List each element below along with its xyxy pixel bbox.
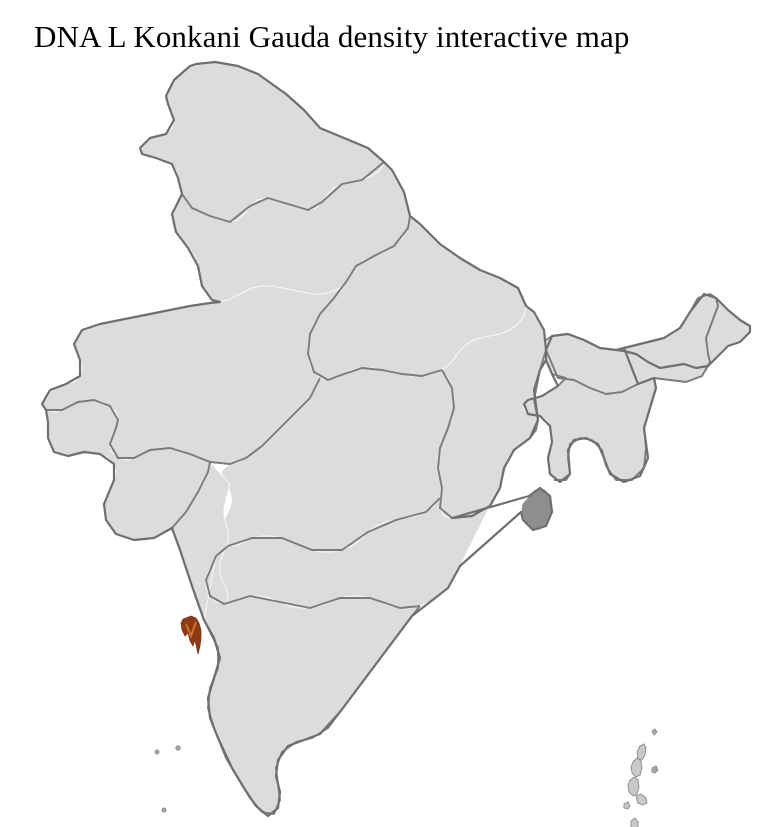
page-title: DNA L Konkani Gauda density interactive …	[34, 19, 630, 54]
district-layer[interactable]	[41, 61, 751, 827]
map-canvas[interactable]	[0, 58, 781, 827]
goa-highlight-accent[interactable]	[185, 621, 197, 639]
andaman-nicobar-islands[interactable]	[623, 728, 659, 827]
india-map-svg[interactable]	[0, 58, 781, 827]
country-boundary-layer	[40, 60, 752, 818]
highlighted-district-goa[interactable]	[180, 615, 202, 655]
lakshadweep-islands[interactable]	[154, 745, 181, 813]
